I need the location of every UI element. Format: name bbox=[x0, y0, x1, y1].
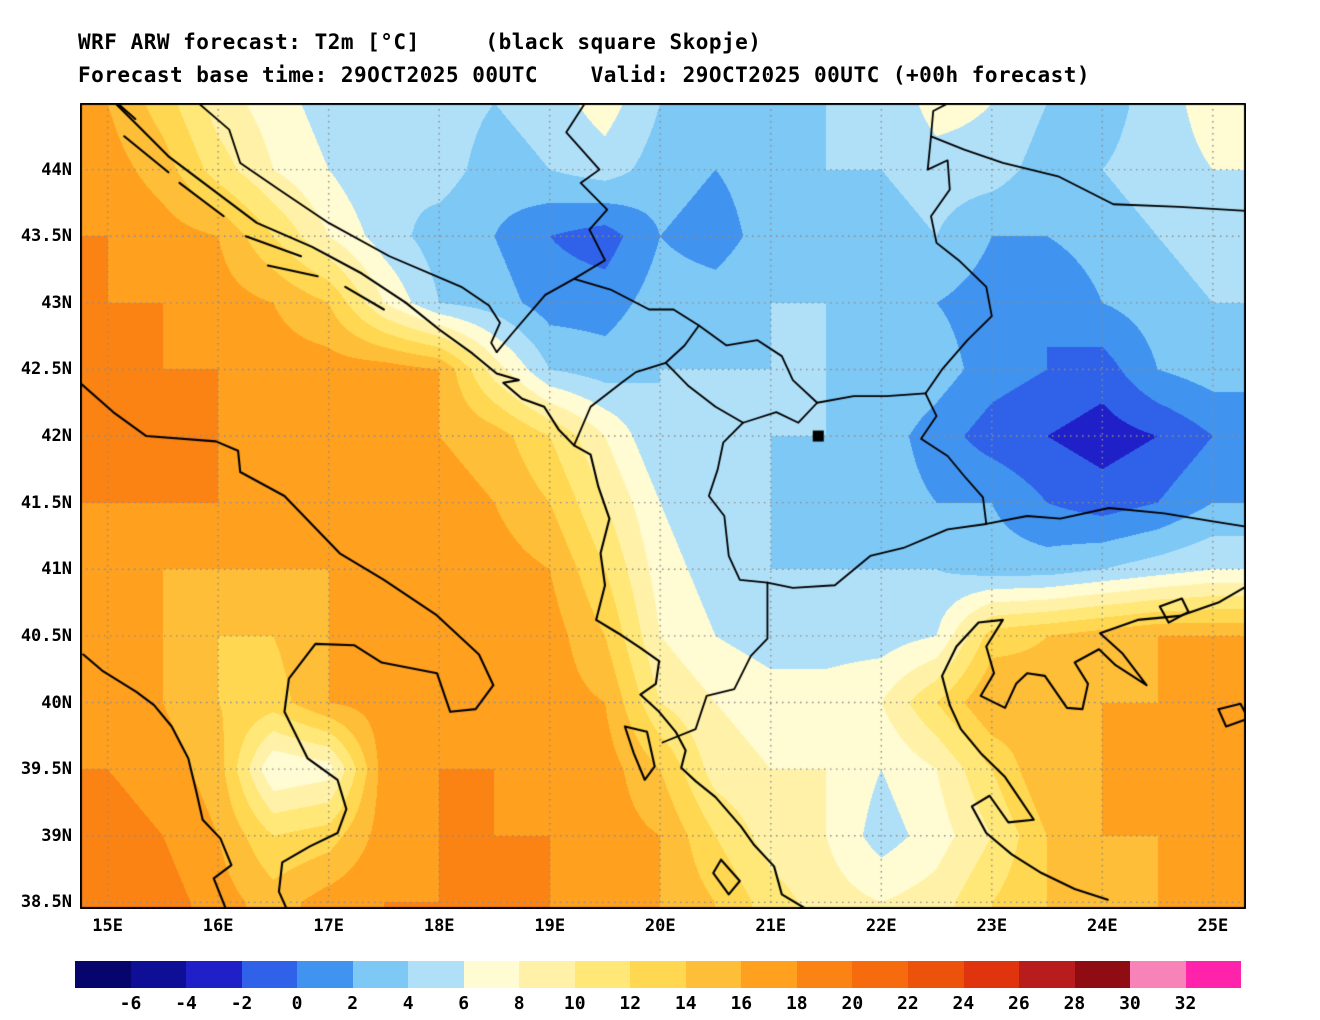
colorbar-tick-label: 4 bbox=[402, 993, 414, 1014]
lat-tick-label: 40.5N bbox=[20, 625, 72, 646]
colorbar-segment bbox=[408, 961, 464, 988]
colorbar-tick-label: 14 bbox=[674, 993, 697, 1014]
colorbar-tick-label: 32 bbox=[1174, 993, 1197, 1014]
colorbar-tick-label: -4 bbox=[175, 993, 197, 1014]
lon-tick-label: 18E bbox=[423, 916, 455, 936]
colorbar-segment bbox=[1074, 961, 1131, 988]
colorbar-segment bbox=[907, 961, 964, 988]
lon-tick-label: 19E bbox=[534, 916, 566, 936]
colorbar-segment bbox=[796, 961, 853, 988]
colorbar-segment bbox=[297, 961, 353, 988]
lat-tick-label: 43.5N bbox=[20, 226, 72, 247]
colorbar-tick-label: 10 bbox=[563, 993, 586, 1014]
colorbar-tick-label: 26 bbox=[1008, 993, 1030, 1014]
colorbar-segment bbox=[630, 961, 686, 988]
lat-tick-label: 41.5N bbox=[20, 492, 72, 513]
colorbar-tick-label: 0 bbox=[291, 993, 303, 1014]
colorbar-segment bbox=[241, 961, 298, 988]
lat-tick-label: 42N bbox=[41, 426, 72, 447]
temperature-field-canvas bbox=[80, 103, 1246, 909]
colorbar-segment bbox=[130, 961, 187, 988]
colorbar-segments bbox=[75, 961, 1242, 988]
colorbar-segment bbox=[1185, 961, 1242, 988]
colorbar-tick-label: -6 bbox=[119, 993, 142, 1014]
lon-tick-label: 25E bbox=[1197, 916, 1229, 936]
colorbar-tick-label: 8 bbox=[513, 993, 525, 1014]
lat-tick-label: 44N bbox=[41, 159, 72, 180]
lon-tick-label: 24E bbox=[1086, 916, 1118, 936]
colorbar-segment bbox=[75, 961, 131, 988]
colorbar-segment bbox=[1019, 961, 1075, 988]
colorbar-segment bbox=[1130, 961, 1186, 988]
lat-tick-label: 40N bbox=[41, 692, 72, 713]
forecast-title: WRF ARW forecast: T2m [°C] (black square… bbox=[78, 30, 762, 54]
colorbar-tick-label: -2 bbox=[230, 993, 253, 1014]
colorbar-segment bbox=[352, 961, 409, 988]
colorbar-segment bbox=[519, 961, 575, 988]
colorbar-segment bbox=[463, 961, 520, 988]
lat-tick-label: 39.5N bbox=[20, 759, 72, 780]
colorbar-tick-label: 28 bbox=[1063, 993, 1086, 1014]
lon-tick-label: 20E bbox=[644, 916, 676, 936]
colorbar-tick-label: 2 bbox=[347, 993, 359, 1014]
colorbar-segment bbox=[852, 961, 908, 988]
temperature-colorbar: -6 -4 -2 0 2 4 6 8 10 12 14 16 18 20 22 24 26 28 30 32 bbox=[75, 961, 1242, 1017]
lon-tick-label: 17E bbox=[313, 916, 345, 936]
lat-tick-label: 43N bbox=[41, 292, 72, 313]
lon-tick-label: 23E bbox=[976, 916, 1008, 936]
lon-tick-label: 16E bbox=[202, 916, 234, 936]
forecast-map: 44N 43.5N 43N 42.5N 42N 41.5N 41N 40.5N 40N 39.5N… bbox=[21, 103, 1246, 936]
colorbar-tick-label: 22 bbox=[897, 993, 919, 1014]
lat-tick-label: 39N bbox=[41, 825, 72, 846]
colorbar-segment bbox=[186, 961, 242, 988]
lon-tick-label: 21E bbox=[755, 916, 787, 936]
colorbar-segment bbox=[574, 961, 631, 988]
colorbar-tick-label: 30 bbox=[1119, 993, 1141, 1014]
lon-tick-label: 22E bbox=[865, 916, 897, 936]
forecast-base-valid-time: Forecast base time: 29OCT2025 00UTC Vali… bbox=[78, 63, 1091, 87]
colorbar-tick-label: 20 bbox=[841, 993, 864, 1014]
lat-tick-label: 38.5N bbox=[20, 892, 72, 913]
lat-tick-label: 41N bbox=[41, 559, 72, 580]
colorbar-tick-label: 18 bbox=[785, 993, 808, 1014]
colorbar-tick-label: 6 bbox=[458, 993, 470, 1014]
colorbar-segment bbox=[685, 961, 742, 988]
colorbar-tick-label: 12 bbox=[619, 993, 642, 1014]
colorbar-labels: -6 -4 -2 0 2 4 6 8 10 12 14 16 18 20 22 24 26 28 30 32 bbox=[75, 993, 1241, 1017]
colorbar-tick-label: 16 bbox=[730, 993, 753, 1014]
colorbar-segment bbox=[741, 961, 797, 988]
lon-tick-label: 15E bbox=[92, 916, 123, 936]
lat-tick-label: 42.5N bbox=[20, 359, 72, 380]
colorbar-tick-label: 24 bbox=[952, 993, 975, 1014]
colorbar-segment bbox=[963, 961, 1020, 988]
